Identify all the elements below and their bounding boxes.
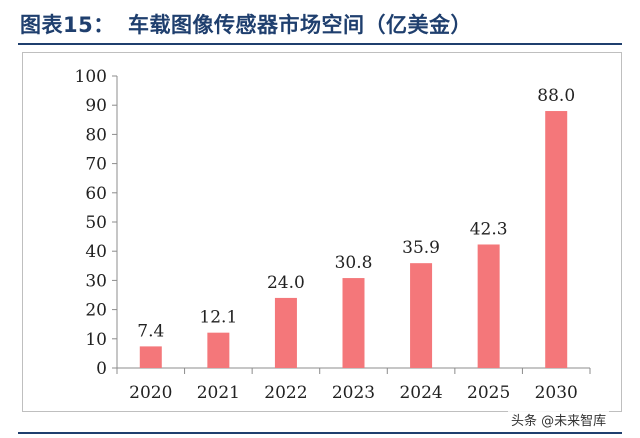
data-label-2020: 7.4 [137,321,164,341]
data-label-2024: 35.9 [402,238,440,258]
y-tick-label: 60 [85,184,107,204]
bottom-divider [18,432,622,434]
bar-2023 [342,278,365,368]
chart-frame [22,52,622,412]
bar-2022 [274,297,297,368]
y-tick-label: 70 [85,155,107,175]
y-tick-label: 50 [85,213,107,233]
y-tick-label: 90 [85,96,107,116]
title-divider [18,43,622,45]
data-label-2030: 88.0 [537,86,575,106]
x-tick-label-2022: 2022 [264,383,307,403]
y-tick-label: 40 [85,242,107,262]
figure-title: 车载图像传感器市场空间（亿美金） [128,13,472,37]
bar-2021 [207,332,230,368]
y-tick-label: 10 [85,330,107,350]
y-tick-label: 20 [85,301,107,321]
data-label-2021: 12.1 [199,308,237,328]
x-tick-label-2024: 2024 [399,383,442,403]
data-label-2025: 42.3 [470,219,508,239]
x-tick-label-2030: 2030 [535,383,578,403]
bar-2020 [139,346,162,368]
bar-2024 [410,263,433,368]
figure-label: 图表15： [20,13,115,37]
bar-2025 [477,244,500,368]
x-tick-label-2025: 2025 [467,383,510,403]
source-watermark: 头条 @未来智库 [508,409,610,430]
y-tick-label: 0 [96,359,107,379]
y-tick-label: 80 [85,125,107,145]
x-tick-label-2023: 2023 [332,383,375,403]
x-tick-label-2021: 2021 [197,383,240,403]
figure-header: 图表15： 车载图像传感器市场空间（亿美金） [0,0,640,46]
y-tick-label: 100 [75,67,107,87]
y-tick-label: 30 [85,271,107,291]
bar-2030 [545,111,568,368]
data-label-2023: 30.8 [335,253,373,273]
x-tick-label-2020: 2020 [129,383,172,403]
data-label-2022: 24.0 [267,273,305,293]
